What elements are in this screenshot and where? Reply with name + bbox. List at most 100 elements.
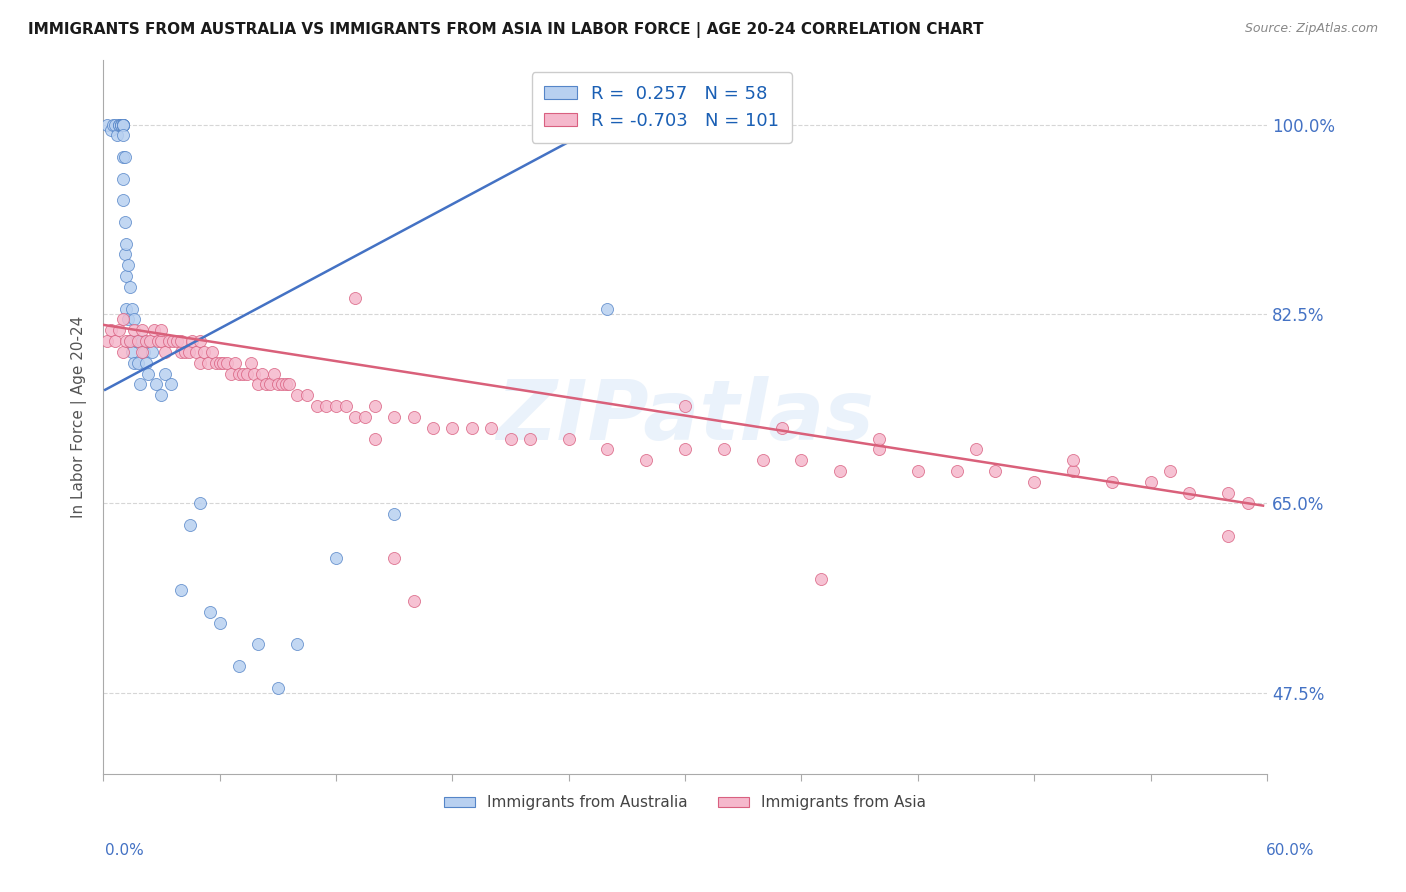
Point (751, 453, 773, 467)
Point (673, 442, 696, 457)
Point (335, 399, 357, 413)
Point (1062, 464, 1084, 478)
Point (157, 334, 180, 348)
Point (101, 118, 124, 132)
Point (107, 323, 129, 337)
Point (193, 345, 215, 359)
Point (596, 301, 619, 316)
Point (145, 377, 167, 392)
Text: IMMIGRANTS FROM AUSTRALIA VS IMMIGRANTS FROM ASIA IN LABOR FORCE | AGE 20-24 COR: IMMIGRANTS FROM AUSTRALIA VS IMMIGRANTS … (28, 22, 984, 38)
Point (270, 377, 292, 392)
Point (166, 334, 188, 348)
Point (1216, 529, 1239, 543)
Point (117, 312, 139, 326)
Legend: Immigrants from Australia, Immigrants from Asia: Immigrants from Australia, Immigrants fr… (439, 789, 932, 816)
Point (325, 550, 347, 565)
Point (422, 420, 444, 434)
Point (197, 356, 219, 370)
Point (141, 345, 163, 359)
Point (868, 442, 890, 457)
Point (127, 356, 149, 370)
Point (254, 377, 277, 392)
Point (232, 367, 254, 381)
Point (201, 345, 224, 359)
Point (111, 118, 134, 132)
Point (945, 464, 967, 478)
Point (212, 356, 235, 370)
Point (382, 508, 405, 522)
Point (364, 432, 387, 446)
Point (267, 681, 290, 695)
Point (235, 367, 257, 381)
Point (96, 334, 118, 348)
Point (208, 615, 231, 630)
Point (499, 432, 522, 446)
Point (596, 442, 619, 457)
Point (170, 345, 193, 359)
Point (278, 377, 301, 392)
Point (96, 118, 118, 132)
Point (111, 150, 134, 164)
Point (274, 377, 297, 392)
Point (344, 409, 367, 424)
Point (179, 518, 201, 533)
Point (111, 345, 134, 359)
Point (160, 377, 183, 392)
Point (111, 118, 134, 132)
Point (111, 118, 134, 132)
Point (111, 118, 134, 132)
Point (224, 356, 246, 370)
Point (155, 345, 177, 359)
Point (188, 356, 211, 370)
Point (382, 409, 405, 424)
Point (170, 334, 193, 348)
Point (770, 420, 793, 434)
Point (115, 301, 138, 316)
Point (125, 334, 148, 348)
Point (121, 345, 143, 359)
Point (354, 409, 377, 424)
Point (228, 367, 250, 381)
Point (1062, 453, 1084, 467)
Point (132, 345, 155, 359)
Point (382, 550, 405, 565)
Point (111, 171, 134, 186)
Point (129, 377, 152, 392)
Point (105, 128, 128, 143)
Point (136, 367, 159, 381)
Point (636, 453, 658, 467)
Point (907, 464, 929, 478)
Point (217, 356, 239, 370)
Point (111, 312, 134, 326)
Point (122, 312, 145, 326)
Point (965, 442, 987, 457)
Point (1101, 475, 1123, 489)
Point (1139, 475, 1161, 489)
Point (1159, 464, 1181, 478)
Point (122, 323, 145, 337)
Point (868, 432, 890, 446)
Text: 0.0%: 0.0% (105, 843, 145, 858)
Point (170, 583, 193, 598)
Point (208, 356, 231, 370)
Point (131, 345, 153, 359)
Point (402, 409, 425, 424)
Point (131, 334, 153, 348)
Point (107, 118, 129, 132)
Point (155, 367, 177, 381)
Point (188, 496, 211, 510)
Point (122, 356, 145, 370)
Point (325, 399, 347, 413)
Point (121, 301, 143, 316)
Point (247, 637, 270, 651)
Point (100, 323, 122, 337)
Point (460, 420, 484, 434)
Point (1216, 485, 1239, 500)
Point (120, 334, 142, 348)
Point (107, 118, 129, 132)
Point (142, 323, 165, 337)
Point (150, 323, 173, 337)
Point (117, 258, 139, 272)
Point (519, 432, 541, 446)
Point (146, 334, 169, 348)
